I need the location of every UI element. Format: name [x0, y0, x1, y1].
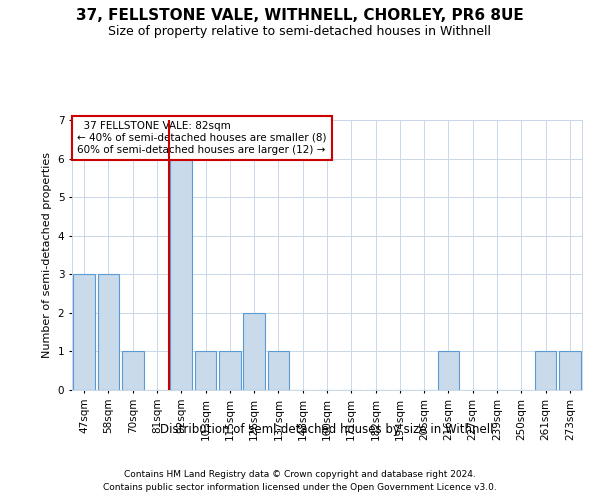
- Bar: [559, 352, 581, 390]
- Bar: [437, 352, 460, 390]
- Bar: [268, 352, 289, 390]
- Bar: [219, 352, 241, 390]
- Text: Contains public sector information licensed under the Open Government Licence v3: Contains public sector information licen…: [103, 482, 497, 492]
- Text: Size of property relative to semi-detached houses in Withnell: Size of property relative to semi-detach…: [109, 25, 491, 38]
- Text: 37, FELLSTONE VALE, WITHNELL, CHORLEY, PR6 8UE: 37, FELLSTONE VALE, WITHNELL, CHORLEY, P…: [76, 8, 524, 22]
- Bar: [535, 352, 556, 390]
- Y-axis label: Number of semi-detached properties: Number of semi-detached properties: [42, 152, 52, 358]
- Bar: [170, 158, 192, 390]
- Text: 37 FELLSTONE VALE: 82sqm
← 40% of semi-detached houses are smaller (8)
60% of se: 37 FELLSTONE VALE: 82sqm ← 40% of semi-d…: [77, 122, 326, 154]
- Bar: [122, 352, 143, 390]
- Bar: [73, 274, 95, 390]
- Text: Distribution of semi-detached houses by size in Withnell: Distribution of semi-detached houses by …: [160, 422, 494, 436]
- Text: Contains HM Land Registry data © Crown copyright and database right 2024.: Contains HM Land Registry data © Crown c…: [124, 470, 476, 479]
- Bar: [194, 352, 217, 390]
- Bar: [243, 313, 265, 390]
- Bar: [97, 274, 119, 390]
